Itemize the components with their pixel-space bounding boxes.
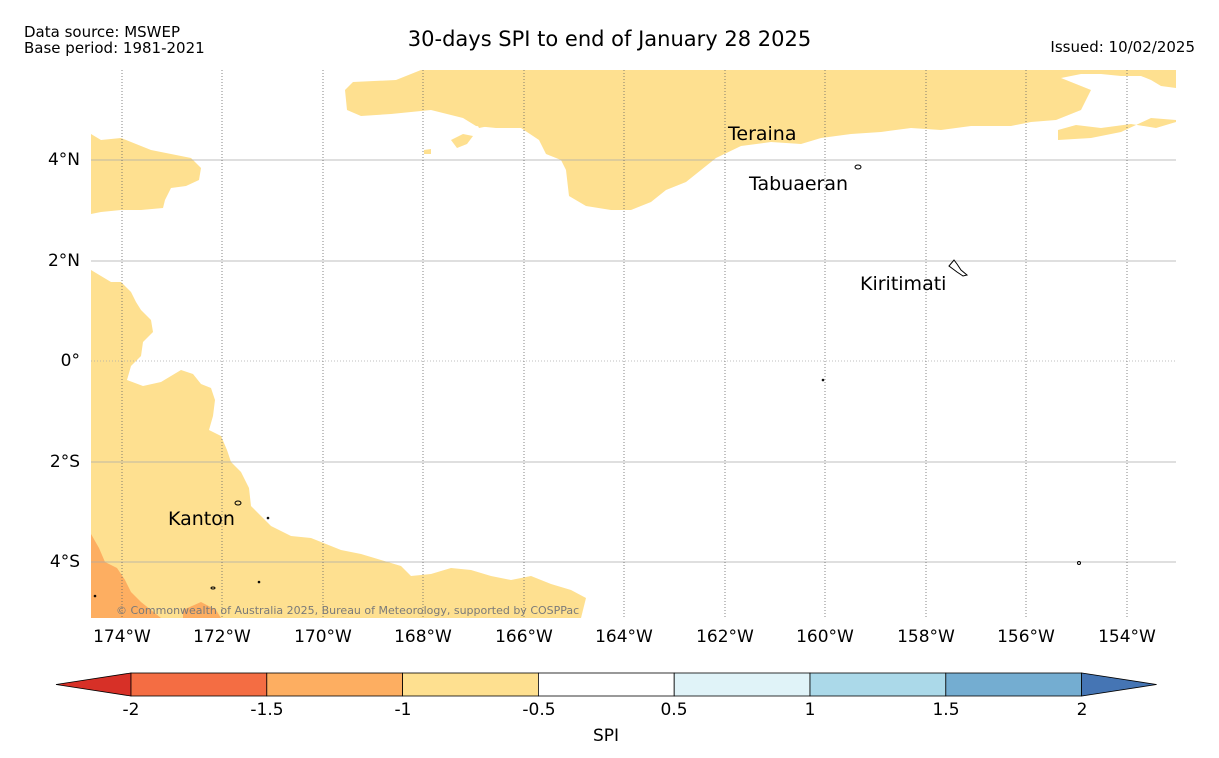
lon-label: 172°W <box>193 627 251 647</box>
lon-label: 170°W <box>294 627 352 647</box>
lat-label: 2°N <box>47 251 80 271</box>
spi-colorbar <box>55 672 1157 697</box>
lon-label: 164°W <box>595 627 653 647</box>
lat-label: 0° <box>60 351 80 371</box>
lon-label: 166°W <box>495 627 553 647</box>
kanton-outline <box>234 500 242 506</box>
colorbar-title: SPI <box>592 726 620 746</box>
lon-label: 154°W <box>1098 627 1156 647</box>
spi-map: Teraina Tabuaeran Kiritimati Kanton <box>91 70 1176 618</box>
north-islet-1 <box>451 134 473 148</box>
colorbar-tick-label: -0.5 <box>522 700 556 720</box>
place-label-teraina: Teraina <box>727 123 797 145</box>
north-islet-2 <box>476 118 489 128</box>
copyright-notice: © Commonwealth of Australia 2025, Bureau… <box>116 604 580 617</box>
tabuaeran-outline <box>854 164 862 170</box>
islet-outline-3 <box>821 378 825 382</box>
lon-label: 158°W <box>897 627 955 647</box>
place-label-tabuaeran: Tabuaeran <box>748 173 848 195</box>
lon-label: 168°W <box>394 627 452 647</box>
longitude-gridlines <box>121 70 1128 618</box>
spi-dry-severe-regions <box>91 534 221 618</box>
colorbar-tick-label: -2 <box>122 700 140 720</box>
base-period-line: Base period: 1981-2021 <box>24 39 205 57</box>
spi-dry-moderate-regions <box>91 70 1176 618</box>
colorbar-tick-label: -1.5 <box>250 700 284 720</box>
colorbar-tick-label: 1 <box>804 700 816 720</box>
lon-label: 162°W <box>696 627 754 647</box>
map-title: 30-days SPI to end of January 28 2025 <box>407 27 812 51</box>
southwest-severe-region <box>91 534 161 618</box>
colorbar-segments <box>55 672 1157 697</box>
colorbar-segment <box>130 672 268 697</box>
north-central-dry-region <box>345 70 1176 210</box>
south-severe-patch <box>183 602 221 618</box>
lat-label: 2°S <box>49 452 80 472</box>
west-dry-region <box>91 134 201 214</box>
issued-date: Issued: 10/02/2025 <box>1050 38 1195 56</box>
colorbar-tick-label: 0.5 <box>660 700 688 720</box>
colorbar-extend-high <box>1081 672 1157 697</box>
colorbar-tick-label: -1 <box>394 700 412 720</box>
islet-outline-6 <box>93 594 97 598</box>
colorbar-segment <box>266 672 404 697</box>
lat-label: 4°S <box>49 552 80 572</box>
islet-outline-5 <box>266 516 270 520</box>
islet-outline-4 <box>257 580 261 584</box>
place-label-kanton: Kanton <box>168 508 235 530</box>
lon-label: 160°W <box>796 627 854 647</box>
colorbar-segment <box>402 672 539 697</box>
colorbar-segment <box>673 672 811 697</box>
island-outlines <box>93 164 1081 598</box>
colorbar-segment <box>537 672 675 697</box>
islet-outline-2 <box>1077 561 1081 565</box>
data-source-line: Data source: MSWEP <box>24 23 181 41</box>
north-islet-3 <box>424 149 431 154</box>
southwest-dry-region <box>91 270 586 618</box>
islet-outline-1 <box>210 586 216 590</box>
lon-label: 156°W <box>997 627 1055 647</box>
colorbar-tick-label: 2 <box>1076 700 1088 720</box>
place-label-kiritimati: Kiritimati <box>860 273 946 295</box>
lat-label: 4°N <box>47 150 80 170</box>
lon-label: 174°W <box>93 627 151 647</box>
colorbar-tick-label: 1.5 <box>932 700 960 720</box>
colorbar-extend-low <box>55 672 132 697</box>
data-source-text: Data source: MSWEP Base period: 1981-202… <box>24 24 205 56</box>
kiritimati-outline <box>948 259 969 277</box>
colorbar-segment <box>809 672 947 697</box>
latitude-gridlines <box>91 159 1176 563</box>
colorbar-segment <box>945 672 1082 697</box>
